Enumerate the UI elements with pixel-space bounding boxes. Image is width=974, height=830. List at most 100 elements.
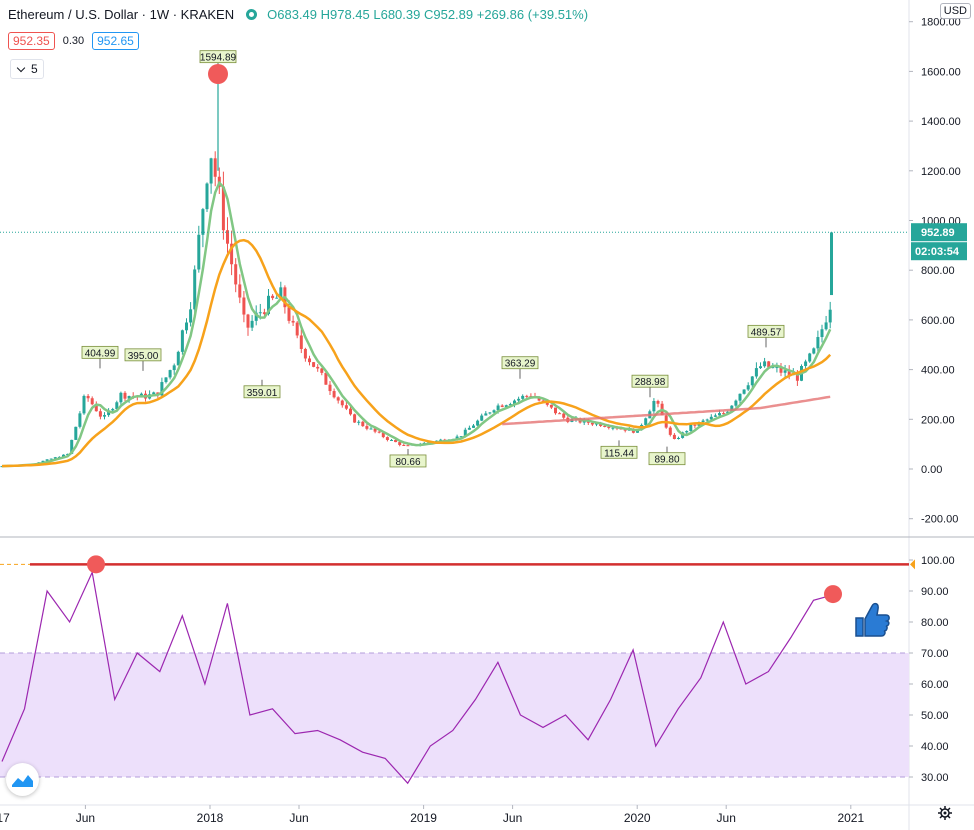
candle-body [545, 401, 549, 405]
candle-body [459, 436, 463, 438]
studies-toggle-button[interactable]: 5 [10, 59, 44, 79]
annotation-box [81, 345, 119, 359]
rsi-axis-label: 100.00 [921, 555, 955, 567]
countdown-tag [911, 242, 967, 261]
candle-body [480, 415, 484, 421]
candle-body [472, 425, 475, 428]
rsi-axis-label: 40.00 [921, 741, 949, 753]
annotation-box [747, 324, 785, 338]
candle-body [238, 284, 242, 298]
candle-body [312, 362, 316, 367]
thumbs-up-icon [853, 600, 891, 645]
candle-body [808, 353, 812, 362]
candle-body [213, 158, 217, 177]
candle-body [775, 367, 779, 369]
candle-body [804, 361, 808, 367]
rsi-axis-label: 60.00 [921, 679, 949, 691]
candle-body [390, 439, 393, 441]
candle-body [86, 395, 90, 399]
candle-body [49, 458, 53, 460]
rsi-axis-label: 30.00 [921, 772, 949, 784]
candle-body [812, 348, 816, 354]
candle-body [816, 337, 820, 349]
price-axis-label: 1600.00 [921, 66, 961, 78]
candle-body [168, 370, 172, 378]
candle-body [267, 295, 270, 315]
last-price-label: 952.89 [921, 227, 955, 239]
quote-panel: 952.35 0.30 952.65 [8, 32, 139, 50]
ohlc-values: O683.49 H978.45 L680.39 C952.89 +269.86 … [267, 6, 589, 22]
candle-body [672, 434, 676, 439]
candle-body [340, 400, 344, 406]
annotation-label: 1594.89 [200, 53, 237, 64]
candle-body [500, 405, 504, 407]
time-axis-label: Jun [717, 811, 736, 825]
candle-body [308, 358, 311, 363]
candle-body [718, 413, 721, 416]
candle-body [521, 395, 525, 399]
annotation-label: 359.01 [247, 388, 278, 399]
candle-body [607, 426, 611, 428]
candle-body [291, 320, 295, 323]
candle-body [381, 432, 385, 438]
annotation-label: 115.44 [604, 448, 634, 459]
buy-price-button[interactable]: 952.65 [92, 32, 139, 50]
candle-body [152, 392, 156, 395]
candle-body [656, 400, 660, 404]
candle-body [357, 421, 361, 423]
candle-body [611, 427, 615, 429]
annotation-box [600, 445, 638, 459]
candle-body [295, 322, 299, 336]
tradingview-logo-icon[interactable] [6, 763, 39, 796]
candle-body [185, 322, 188, 331]
candle-body [439, 439, 443, 441]
candle-body [820, 329, 824, 338]
price-axis-label: 0.00 [921, 464, 942, 476]
annotation-label: 395.00 [128, 351, 159, 362]
candle-body [504, 405, 508, 407]
last-price-tag [911, 223, 967, 242]
candle-body [250, 320, 254, 328]
candle-body [299, 335, 303, 349]
peak-marker [208, 64, 228, 84]
symbol-title[interactable]: Ethereum / U.S. Dollar · 1W · KRAKEN [8, 6, 235, 22]
ma-slow-line [502, 395, 831, 426]
candle-body [41, 460, 45, 463]
annotation-label: 89.80 [654, 455, 679, 466]
spread-value: 0.30 [62, 35, 85, 47]
chart-header: Ethereum / U.S. Dollar · 1W · KRAKEN O68… [8, 5, 588, 23]
candle-body [558, 413, 562, 415]
price-axis-label: 1200.00 [921, 166, 961, 178]
rsi-current-marker [824, 585, 842, 604]
candle-body [467, 427, 471, 430]
candle-body [254, 312, 258, 321]
visibility-eye-icon[interactable] [246, 8, 258, 20]
candle-body [115, 402, 119, 410]
candle-body [74, 426, 78, 440]
annotation-box [389, 454, 427, 468]
candle-body [361, 421, 365, 427]
candle-body [103, 415, 106, 417]
candle-body [377, 431, 381, 433]
candle-body [513, 400, 516, 405]
candle-body [734, 400, 738, 406]
settings-gear-icon[interactable] [938, 806, 952, 825]
candle-body [0, 466, 4, 468]
candle-body [258, 312, 262, 314]
rsi-peak-marker [87, 555, 105, 574]
candle-body [123, 392, 127, 399]
annotation-box [124, 348, 162, 362]
time-axis-label: Jun [289, 811, 308, 825]
price-axis-label: 200.00 [921, 414, 955, 426]
candle-body [94, 404, 98, 412]
sell-price-button[interactable]: 952.35 [8, 32, 55, 50]
countdown-label: 02:03:54 [915, 246, 960, 258]
candle-body [119, 392, 123, 403]
candle-body [369, 428, 373, 430]
currency-button[interactable]: USD [939, 3, 971, 19]
candle-body [677, 437, 680, 439]
candle-body [562, 413, 566, 418]
candle-body [66, 453, 70, 455]
rsi-axis-label: 70.00 [921, 648, 949, 660]
